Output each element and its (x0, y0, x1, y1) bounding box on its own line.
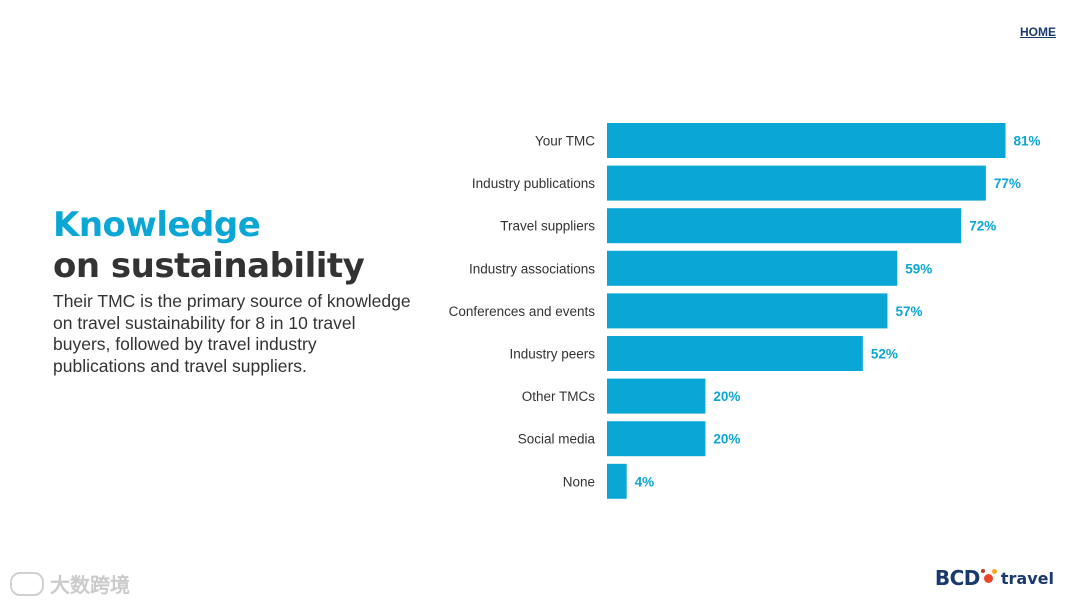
value-label: 81% (1014, 134, 1041, 149)
category-label: Social media (518, 432, 596, 447)
description-text: Their TMC is the primary source of knowl… (53, 291, 411, 376)
value-label: 72% (969, 219, 996, 234)
value-label: 20% (713, 389, 740, 404)
watermark-icon (10, 571, 44, 596)
logo-text: BCD (934, 566, 981, 590)
category-label: Industry associations (469, 261, 595, 276)
bar-chart: Your TMC 81% Industry publications 77% Trave… (449, 123, 1041, 499)
watermark: 大数跨境 (10, 569, 130, 598)
logo-dot-3 (980, 569, 985, 573)
category-label: Industry publications (472, 176, 595, 191)
category-label: None (563, 474, 595, 489)
category-label: Travel suppliers (500, 219, 595, 234)
watermark-text: 大数跨境 (50, 573, 130, 597)
value-label: 77% (994, 176, 1021, 191)
category-label: Conferences and events (449, 304, 596, 319)
category-label: Other TMCs (522, 389, 596, 404)
home-link[interactable]: HOME (1020, 25, 1056, 39)
logo-dot-2 (991, 569, 997, 574)
bar-travel-suppliers (607, 208, 962, 244)
bar-none (607, 463, 627, 499)
bar-other-tmcs (607, 378, 706, 414)
title-line-2: on sustainability (53, 246, 365, 286)
intro-block: Knowledge on sustainability Their TMC is… (53, 205, 413, 377)
logo-dots-icon (980, 567, 997, 589)
bar-industry-peers (607, 336, 863, 371)
value-label: 52% (871, 347, 898, 362)
category-label: Industry peers (509, 347, 595, 362)
bcd-travel-logo: BCD travel (935, 566, 1054, 590)
value-label: 4% (635, 474, 655, 489)
bar-your-tmc (607, 123, 1006, 158)
logo-subtext: travel (1000, 568, 1054, 588)
bar-industry-publications (607, 165, 986, 201)
title-line-1: Knowledge (53, 205, 261, 245)
value-label: 57% (895, 304, 922, 319)
bar-industry-associations (607, 250, 898, 286)
logo-dot-1 (983, 574, 993, 583)
value-label: 20% (713, 432, 740, 447)
bar-conferences-and-events (607, 293, 888, 329)
category-label: Your TMC (535, 134, 595, 149)
bar-social-media (607, 421, 706, 457)
value-label: 59% (905, 261, 932, 276)
